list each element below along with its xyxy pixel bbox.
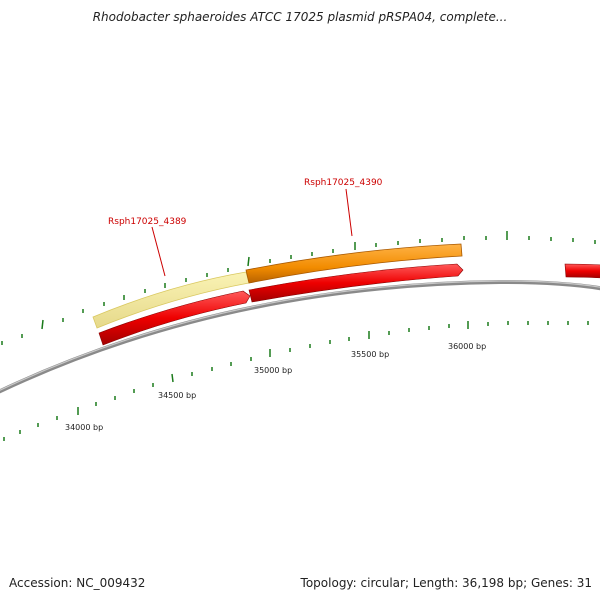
gene-label-rsph17025-4389[interactable]: Rsph17025_4389 — [108, 217, 187, 227]
accession-label: Accession: NC_009432 — [9, 576, 146, 590]
inner-tick-ring — [3, 321, 589, 441]
cds-arrow-1[interactable] — [98, 290, 251, 346]
cds-arrow-2[interactable] — [248, 263, 464, 303]
cds-arrow-3[interactable] — [564, 263, 600, 279]
gene-label-leader-1 — [151, 226, 166, 277]
gene-rsph17025-4390-feature[interactable] — [245, 243, 463, 284]
gene-label-leader-2 — [345, 188, 353, 237]
outer-tick-ring — [1, 231, 596, 345]
gene-label-rsph17025-4390[interactable]: Rsph17025_4390 — [304, 178, 383, 188]
map-title: Rhodobacter sphaeroides ATCC 17025 plasm… — [92, 10, 508, 24]
scale-label-36000: 36000 bp — [448, 342, 486, 351]
scale-label-34000: 34000 bp — [65, 423, 103, 432]
topology-summary: Topology: circular; Length: 36,198 bp; G… — [300, 576, 592, 590]
plasmid-backbone-highlight — [0, 280, 600, 391]
scale-label-35000: 35000 bp — [254, 366, 292, 375]
scale-label-35500: 35500 bp — [351, 350, 389, 359]
scale-label-34500: 34500 bp — [158, 391, 196, 400]
plasmid-backbone — [0, 279, 600, 394]
